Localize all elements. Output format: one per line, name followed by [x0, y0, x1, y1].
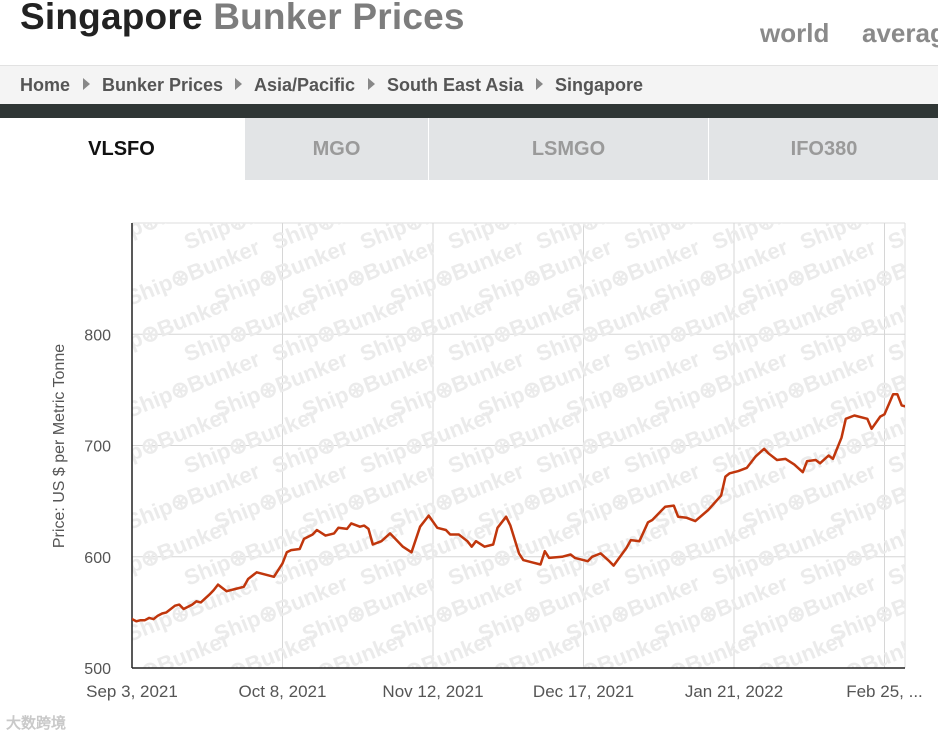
nav-link-averages[interactable]: averag — [862, 18, 938, 48]
watermark-text: Ship⊛Bunker — [915, 570, 938, 646]
breadcrumb-home[interactable]: Home — [20, 75, 71, 95]
breadcrumb-separator-icon — [536, 78, 543, 90]
page-title-main: Singapore — [20, 0, 203, 37]
header-divider-bar — [0, 104, 938, 118]
fuel-tabs: VLSFO MGO LSMGO IFO380 — [0, 118, 938, 180]
footer-watermark: 大数跨境 — [6, 715, 67, 732]
y-axis-label: Price: US $ per Metric Tonne — [51, 344, 68, 548]
x-tick-label: Feb 25, ... — [846, 682, 923, 701]
tab-lsmgo[interactable]: LSMGO — [428, 118, 708, 180]
breadcrumb-separator-icon — [235, 78, 242, 90]
price-line-series — [132, 393, 905, 623]
watermark-text: Ship⊛Bunker — [915, 234, 938, 310]
x-tick-label: Jan 21, 2022 — [685, 682, 783, 701]
page-header: Singapore Bunker Prices world averag — [0, 0, 938, 64]
price-line — [132, 393, 905, 623]
y-tick-label: 500 — [84, 661, 111, 678]
x-tick-label: Sep 3, 2021 — [86, 682, 178, 701]
x-tick-label: Nov 12, 2021 — [382, 682, 483, 701]
chart-axes — [131, 223, 905, 669]
watermark-text: Ship⊛Bunker — [885, 180, 938, 255]
chart-tick-labels: 500 600 700 800 Sep 3, 2021 Oct 8, 2021 Nov 12… — [84, 327, 922, 701]
y-tick-label: 600 — [84, 550, 111, 567]
y-tick-label: 800 — [84, 327, 111, 344]
watermark-text: Ship⊛Bunker — [915, 346, 938, 422]
tab-mgo[interactable]: MGO — [244, 118, 428, 180]
x-tick-label: Dec 17, 2021 — [533, 682, 634, 701]
tab-vlsfo[interactable]: VLSFO — [0, 118, 243, 180]
breadcrumb-asia-pacific[interactable]: Asia/Pacific — [254, 75, 356, 95]
page-title: Singapore Bunker Prices — [20, 0, 465, 38]
breadcrumb-separator-icon — [83, 78, 90, 90]
watermark-text: Ship⊛Bunker — [915, 458, 938, 534]
price-chart: Ship⊛BunkerShip⊛BunkerShip⊛BunkerShip⊛Bu… — [51, 180, 938, 701]
nav-link-world[interactable]: world — [760, 18, 830, 48]
breadcrumb: Home Bunker Prices Asia/Pacific South Ea… — [0, 65, 938, 104]
y-tick-label: 700 — [84, 439, 111, 456]
x-tick-label: Oct 8, 2021 — [239, 682, 327, 701]
breadcrumb-bunker-prices[interactable]: Bunker Prices — [102, 75, 224, 95]
breadcrumb-singapore[interactable]: Singapore — [555, 75, 644, 95]
tab-ifo380[interactable]: IFO380 — [708, 118, 938, 180]
breadcrumb-south-east-asia[interactable]: South East Asia — [387, 75, 524, 95]
page-title-accent: Bunker Prices — [213, 0, 465, 37]
chart-grid — [132, 222, 906, 668]
breadcrumb-separator-icon — [368, 78, 375, 90]
